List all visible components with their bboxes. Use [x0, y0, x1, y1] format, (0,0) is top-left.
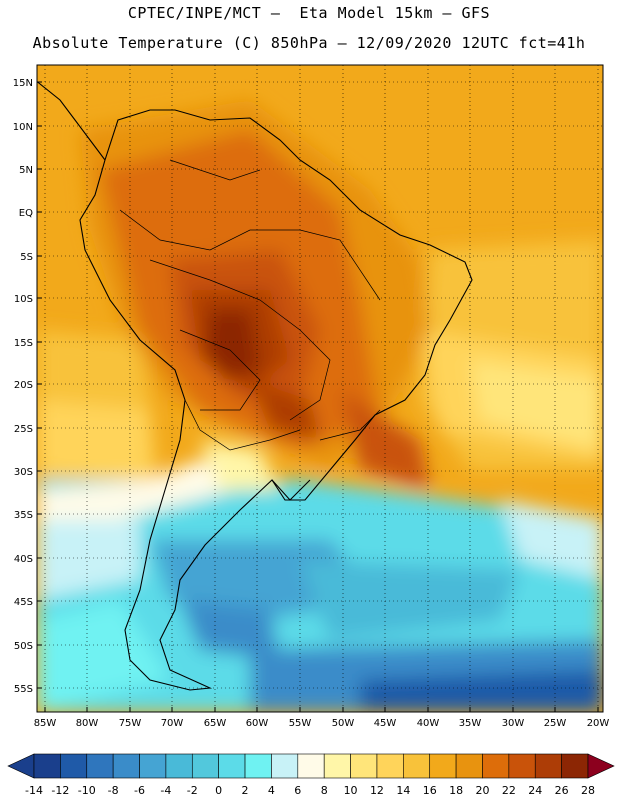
colorbar-label: 10	[344, 784, 358, 797]
colorbar-swatch	[534, 753, 562, 779]
lon-label: 65W	[204, 718, 227, 729]
colorbar-swatch	[86, 753, 114, 779]
lon-label: 55W	[289, 718, 312, 729]
colorbar-label: -6	[134, 784, 145, 797]
colorbar-swatch	[350, 753, 378, 779]
colorbar-swatch	[139, 753, 167, 779]
colorbar-swatch	[60, 753, 88, 779]
lat-label: 30S	[14, 467, 33, 478]
lat-label: 25S	[14, 424, 33, 435]
chart-title-line2: Absolute Temperature (C) 850hPa – 12/09/…	[32, 34, 586, 52]
colorbar-label: -4	[160, 784, 171, 797]
lon-label: 85W	[34, 718, 57, 729]
colorbar-high-arrow	[587, 753, 615, 779]
coastline	[37, 80, 473, 691]
colorbar-low-arrow	[7, 753, 35, 779]
temperature-field	[37, 65, 603, 712]
colorbar-label: 28	[581, 784, 595, 797]
colorbar-swatch	[244, 753, 272, 779]
lat-label: 15N	[13, 78, 33, 89]
lon-label: 50W	[332, 718, 355, 729]
colorbar-swatch	[561, 753, 589, 779]
colorbar-label: 20	[475, 784, 489, 797]
lon-label: 45W	[374, 718, 397, 729]
lat-label: EQ	[19, 208, 33, 219]
lat-label: 10N	[13, 122, 33, 133]
lat-label: 20S	[14, 380, 33, 391]
colorbar-swatch	[455, 753, 483, 779]
colorbar-swatch	[376, 753, 404, 779]
colorbar-swatch	[482, 753, 510, 779]
colorbar-label: 16	[423, 784, 437, 797]
colorbar-label: 4	[268, 784, 275, 797]
lat-label: 55S	[14, 684, 33, 695]
colorbar-label: -8	[108, 784, 119, 797]
lon-label: 75W	[119, 718, 142, 729]
axis-ticks	[37, 81, 599, 712]
colorbar-label: 24	[528, 784, 542, 797]
colorbar-label: 18	[449, 784, 463, 797]
colorbar-labels: -14 -12 -10 -8 -6 -4 -2 0 2 4 6 8 10 12 14 16 18 20 22 24 26…	[25, 784, 595, 797]
colorbar-label: -12	[51, 784, 69, 797]
colorbar-label: 14	[396, 784, 410, 797]
colorbar-swatch	[165, 753, 193, 779]
lat-label: 15S	[14, 338, 33, 349]
colorbar-swatch	[33, 753, 61, 779]
colorbar-label: -10	[78, 784, 96, 797]
colorbar-swatch	[403, 753, 431, 779]
colorbar-label: 8	[321, 784, 328, 797]
lat-label: 5S	[20, 252, 33, 263]
colorbar-label: -2	[187, 784, 198, 797]
lat-label: 45S	[14, 597, 33, 608]
colorbar-label: -14	[25, 784, 43, 797]
lon-label: 80W	[76, 718, 99, 729]
lat-label: 10S	[14, 294, 33, 305]
latitude-labels: 15N 10N 5N EQ 5S 10S 15S 20S 25S 30S 35S…	[13, 78, 33, 695]
colorbar-swatch	[297, 753, 325, 779]
lon-label: 60W	[246, 718, 269, 729]
lon-label: 30W	[502, 718, 525, 729]
longitude-labels: 85W 80W 75W 70W 65W 60W 55W 50W 45W 40W …	[34, 718, 610, 729]
lon-label: 25W	[544, 718, 567, 729]
colorbar-label: 12	[370, 784, 384, 797]
colorbar-label: 22	[502, 784, 516, 797]
colorbar-swatch	[508, 753, 536, 779]
colorbar-label: 26	[555, 784, 569, 797]
lon-label: 40W	[417, 718, 440, 729]
colorbar-swatch	[323, 753, 351, 779]
lat-label: 5N	[19, 165, 33, 176]
lon-label: 70W	[161, 718, 184, 729]
colorbar-label: 6	[294, 784, 301, 797]
lon-label: 35W	[459, 718, 482, 729]
lon-label: 20W	[587, 718, 610, 729]
map-frame	[36, 64, 604, 713]
colorbar-swatch	[271, 753, 299, 779]
colorbar	[7, 753, 615, 779]
lat-label: 50S	[14, 641, 33, 652]
colorbar-swatch	[218, 753, 246, 779]
country-borders	[119, 159, 381, 451]
chart-title-line1: CPTEC/INPE/MCT – Eta Model 15km – GFS	[127, 4, 491, 22]
colorbar-label: 0	[215, 784, 222, 797]
lat-label: 35S	[14, 510, 33, 521]
colorbar-swatch	[191, 753, 219, 779]
colorbar-swatch	[429, 753, 457, 779]
lat-label: 40S	[14, 554, 33, 565]
colorbar-swatch	[112, 753, 140, 779]
colorbar-label: 2	[242, 784, 249, 797]
